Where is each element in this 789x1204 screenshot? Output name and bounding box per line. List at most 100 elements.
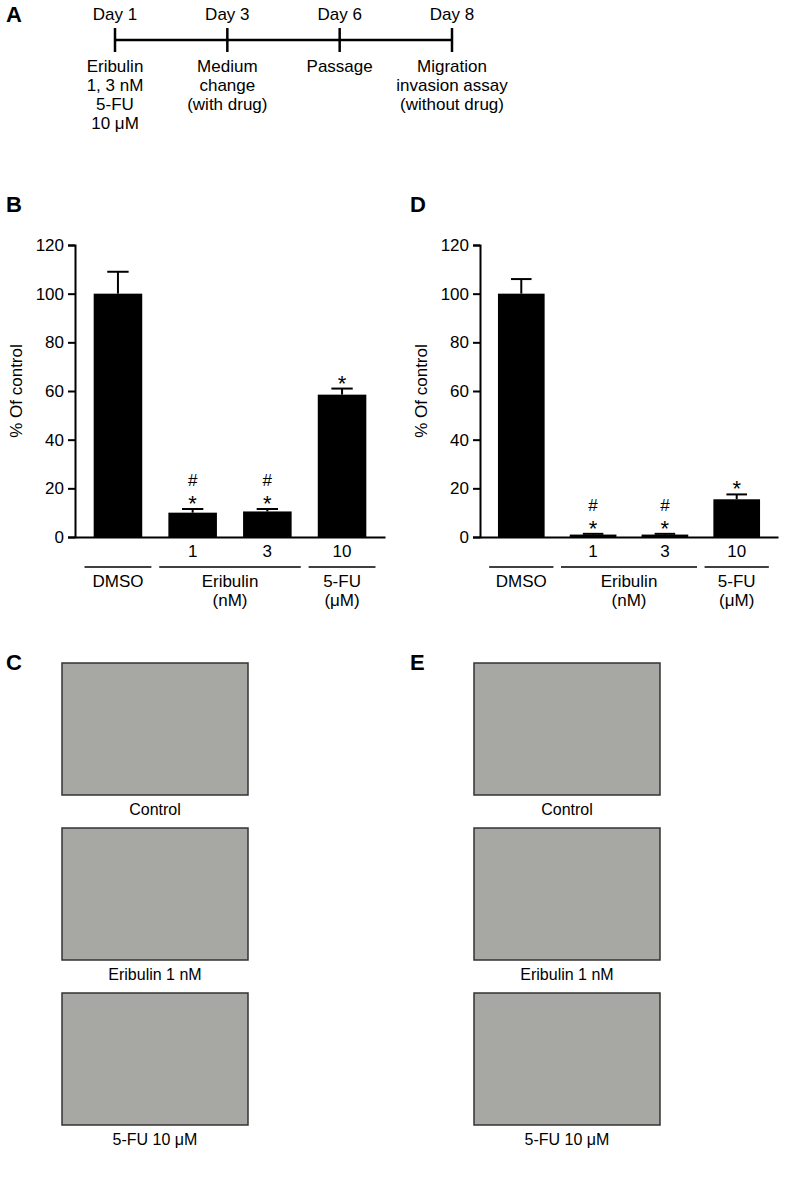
- y-axis: 0 20 40 60 80 100 120: [36, 236, 76, 547]
- error-cap: [107, 271, 128, 273]
- tick-label: 40: [45, 431, 64, 450]
- tick-label: 20: [45, 479, 64, 498]
- tick: 20: [450, 479, 480, 498]
- tick: 1: [588, 537, 597, 561]
- tick: 120: [441, 236, 480, 255]
- tick-mark: [68, 342, 75, 344]
- tick-mark: [68, 537, 75, 539]
- tick-mark: [68, 293, 75, 295]
- tick: 60: [450, 382, 480, 401]
- timeline-text: (with drug): [187, 95, 267, 114]
- tick: 120: [36, 236, 75, 255]
- error-stem: [117, 272, 119, 294]
- axis-line: [473, 246, 481, 538]
- caption: Control: [129, 801, 181, 818]
- tick-label: 100: [36, 285, 64, 304]
- significance-marker: *: [188, 491, 197, 516]
- micrograph: [62, 828, 248, 960]
- tick-label: 20: [450, 479, 469, 498]
- timeline-axis: [115, 39, 452, 42]
- bar: [318, 395, 367, 537]
- timeline-text: 5-FU: [96, 95, 134, 114]
- micrograph-panel: ControlEribulin 1 nM5-FU 10 μM: [474, 663, 660, 1148]
- tick: 40: [45, 431, 75, 450]
- bar: [94, 294, 143, 537]
- x-axis: 1 3 10: [76, 537, 386, 561]
- tick-label: 1: [588, 542, 597, 561]
- tick: 10: [727, 537, 746, 561]
- group-line: [85, 566, 152, 568]
- bar: [168, 513, 217, 537]
- timeline-day: Day 3: [205, 5, 249, 24]
- error-bar: [107, 272, 128, 294]
- tick-label: 10: [333, 542, 352, 561]
- timeline-text: Passage: [307, 57, 373, 76]
- panel-label: A: [6, 2, 22, 27]
- bar: [713, 499, 760, 537]
- micrograph-panel: ControlEribulin 1 nM5-FU 10 μM: [62, 663, 248, 1148]
- caption: Control: [541, 801, 593, 818]
- tick-label: 10: [727, 542, 746, 561]
- tick-mark: [473, 245, 480, 247]
- timeline: Day 1Eribulin1, 3 nM5-FU10 μMDay 3Medium…: [87, 5, 509, 133]
- group-label: DMSO: [92, 572, 143, 591]
- axis-title: % Of control: [412, 344, 431, 438]
- tick-label: 100: [441, 285, 469, 304]
- tick-mark: [473, 293, 480, 295]
- panel-label: E: [410, 650, 425, 675]
- tick-mark: [473, 488, 480, 490]
- tick-label: 80: [45, 333, 64, 352]
- tick-label: 60: [450, 382, 469, 401]
- error-bar: [511, 279, 532, 294]
- tick-mark: [68, 245, 75, 247]
- tick-label: 3: [263, 542, 272, 561]
- significance-marker: #: [588, 496, 598, 515]
- tick: 3: [660, 537, 669, 561]
- timeline-text: 1, 3 nM: [87, 76, 144, 95]
- micrograph: [474, 993, 660, 1125]
- caption: 5-FU 10 μM: [113, 1131, 198, 1148]
- tick-label: 120: [441, 236, 469, 255]
- caption: Eribulin 1 nM: [520, 966, 613, 983]
- panel-label: D: [410, 192, 426, 217]
- error-stem: [520, 279, 522, 294]
- tick: 1: [188, 537, 197, 561]
- timeline-day: Day 6: [317, 5, 361, 24]
- plot-area: [498, 279, 760, 537]
- tick-mark: [473, 439, 480, 441]
- micrograph: [62, 993, 248, 1125]
- tick-mark: [473, 537, 480, 539]
- timeline-text: Eribulin: [87, 57, 144, 76]
- tick-mark: [68, 488, 75, 490]
- tick: 100: [36, 285, 75, 304]
- tick: 20: [45, 479, 75, 498]
- bar: [498, 294, 545, 537]
- group-label: Eribulin: [601, 572, 658, 591]
- timeline-day: Day 8: [430, 5, 474, 24]
- tick-mark: [473, 391, 480, 393]
- tick: 80: [450, 333, 480, 352]
- significance-marker: #: [660, 496, 670, 515]
- group-label: Eribulin: [202, 572, 259, 591]
- bar-chart: #*#**020406080100120% Of control1310DMSO…: [412, 236, 778, 610]
- tick-label: 60: [45, 382, 64, 401]
- tick-mark: [68, 439, 75, 441]
- tick-mark: [473, 342, 480, 344]
- tick: 0: [55, 528, 75, 547]
- micrograph: [474, 663, 660, 795]
- timeline-text: change: [199, 76, 255, 95]
- tick-label: 80: [450, 333, 469, 352]
- tick-label: 120: [36, 236, 64, 255]
- panel-label: C: [6, 650, 22, 675]
- tick: 40: [450, 431, 480, 450]
- group-label: (nM): [612, 591, 647, 610]
- tick-label: 0: [55, 528, 64, 547]
- significance-marker: *: [263, 491, 272, 516]
- group-label: 5-FU: [323, 572, 361, 591]
- tick-label: 3: [660, 542, 669, 561]
- tick: 100: [441, 285, 480, 304]
- panel-label: B: [6, 192, 22, 217]
- timeline-text: Migration: [417, 57, 487, 76]
- timeline-tick: [338, 28, 341, 52]
- tick: 60: [45, 382, 75, 401]
